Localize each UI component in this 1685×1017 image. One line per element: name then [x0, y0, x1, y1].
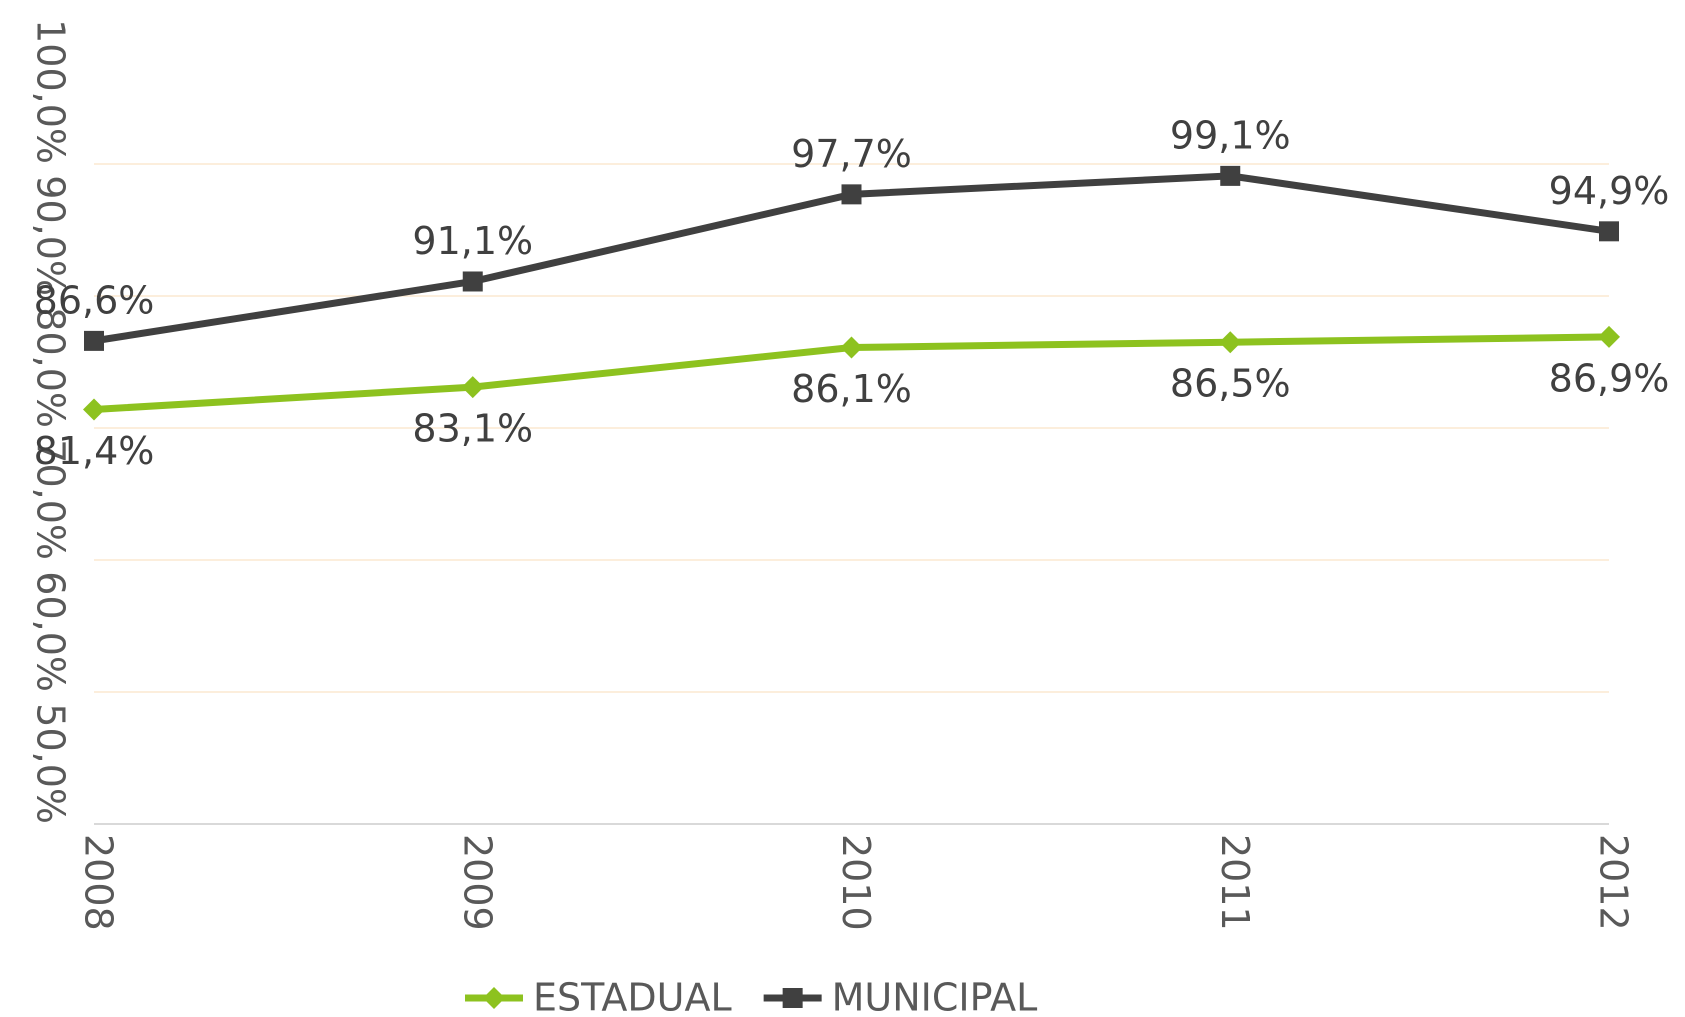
data-label: 86,5%: [1170, 362, 1291, 406]
x-tick-label: 2010: [834, 834, 878, 931]
legend-marker: [782, 988, 803, 1008]
y-tick-label: 80,0%: [29, 307, 73, 428]
data-label: 86,9%: [1549, 356, 1670, 400]
legend-label: ESTADUAL: [533, 976, 732, 1017]
y-tick-label: 50,0%: [29, 703, 73, 824]
point: [1220, 165, 1241, 186]
data-label: 99,1%: [1170, 113, 1291, 157]
y-tick-label: 90,0%: [29, 175, 73, 296]
point: [462, 271, 483, 292]
y-tick-label: 100,0%: [29, 19, 73, 164]
point: [841, 184, 862, 205]
data-label: 86,6%: [34, 278, 155, 322]
data-label: 91,1%: [412, 219, 533, 263]
data-label: 86,1%: [791, 367, 912, 411]
point: [461, 376, 484, 399]
data-label: 97,7%: [791, 132, 912, 176]
data-label: 83,1%: [412, 407, 533, 451]
legend-label: MUNICIPAL: [832, 976, 1038, 1017]
y-tick-label: 60,0%: [29, 571, 73, 692]
x-tick-label: 2011: [1213, 834, 1257, 931]
point: [1599, 221, 1619, 242]
x-tick-label: 2008: [77, 834, 121, 931]
point: [83, 398, 105, 421]
y-tick-label: 70,0%: [29, 439, 73, 560]
data-label: 94,9%: [1549, 169, 1670, 213]
point: [1598, 325, 1620, 348]
x-tick-label: 2012: [1592, 834, 1636, 931]
legend-marker: [483, 987, 505, 1009]
point: [1219, 331, 1242, 354]
point: [84, 330, 104, 351]
point: [840, 336, 863, 359]
x-tick-label: 2009: [455, 834, 499, 931]
legend-item: ESTADUAL: [465, 976, 732, 1017]
data-label: 81,4%: [34, 429, 155, 473]
legend-item: MUNICIPAL: [763, 976, 1038, 1017]
